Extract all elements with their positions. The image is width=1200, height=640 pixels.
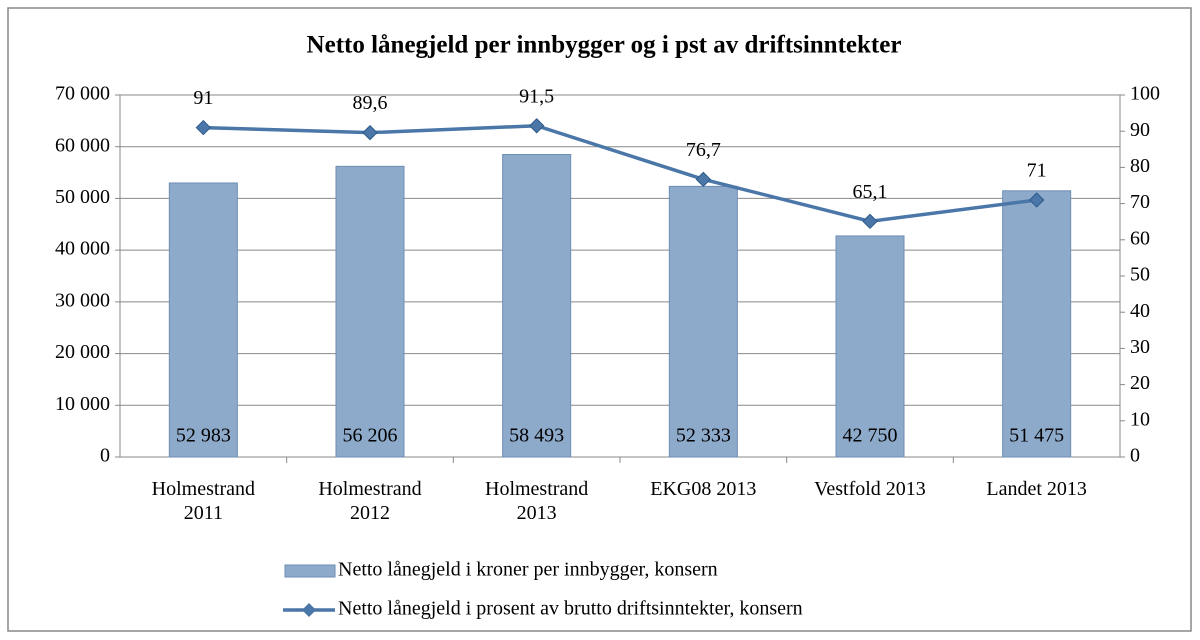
line xyxy=(203,124,1037,224)
line-value-label: 65,1 xyxy=(853,181,888,203)
x-tick-label: Landet 2013 xyxy=(986,478,1087,500)
y-tick-label: 0 xyxy=(100,445,110,467)
chart-title: Netto lånegjeld per innbygger og i pst a… xyxy=(307,32,902,59)
y2-tick-label: 40 xyxy=(1130,300,1150,322)
line-marker xyxy=(362,124,378,141)
line-value-label: 76,7 xyxy=(686,139,721,161)
y2-tick-label: 90 xyxy=(1130,119,1150,141)
y2-tick-label: 60 xyxy=(1130,227,1150,249)
y2-tick-label: 70 xyxy=(1130,191,1150,213)
y2-tick-label: 20 xyxy=(1130,372,1150,394)
line-marker xyxy=(528,118,545,134)
bar-value-label: 42 750 xyxy=(843,425,898,447)
bar xyxy=(835,235,905,458)
bar-value-label: 52 333 xyxy=(676,425,731,447)
y2-tick-label: 10 xyxy=(1130,408,1150,430)
bar xyxy=(168,182,238,458)
bar xyxy=(1002,190,1072,458)
line-value-label: 91,5 xyxy=(519,85,554,107)
x-tick-label: EKG08 2013 xyxy=(650,478,757,500)
y2-tick-label: 0 xyxy=(1130,445,1140,467)
y-tick-label: 70 000 xyxy=(55,83,110,105)
line-value-label: 91 xyxy=(193,87,213,109)
bar xyxy=(502,154,572,458)
x-tick-label: Holmestrand 2012 xyxy=(318,478,422,524)
bar xyxy=(335,165,405,458)
bar-value-label: 58 493 xyxy=(509,425,564,447)
y-tick-label: 50 000 xyxy=(55,186,110,208)
legend-swatch xyxy=(302,603,316,617)
legend-swatch xyxy=(284,564,336,578)
y2-tick-label: 50 xyxy=(1130,264,1150,286)
y-tick-label: 40 000 xyxy=(55,238,110,260)
x-tick-label: Holmestrand 2011 xyxy=(151,478,255,524)
line-marker xyxy=(862,213,878,230)
y-tick-label: 30 000 xyxy=(55,289,110,311)
x-tick-label: Vestfold 2013 xyxy=(814,478,926,500)
line-marker xyxy=(695,171,712,188)
line-marker xyxy=(1028,192,1045,208)
y-tick-label: 60 000 xyxy=(55,134,110,156)
bar xyxy=(668,185,738,458)
y2-tick-label: 100 xyxy=(1130,83,1160,105)
y-tick-label: 10 000 xyxy=(55,393,110,415)
x-tick-label: Holmestrand 2013 xyxy=(485,478,589,524)
y2-tick-label: 80 xyxy=(1130,155,1150,177)
line-value-label: 89,6 xyxy=(353,92,388,114)
line-marker xyxy=(195,119,212,136)
bar-value-label: 56 206 xyxy=(343,425,398,447)
y2-tick-label: 30 xyxy=(1130,336,1150,358)
legend-label: Netto lånegjeld i kroner per innbygger, … xyxy=(338,559,718,581)
bar-value-label: 51 475 xyxy=(1009,425,1064,447)
line-value-label: 71 xyxy=(1027,160,1047,182)
legend-label: Netto lånegjeld i prosent av brutto drif… xyxy=(338,598,803,620)
bar-value-label: 52 983 xyxy=(176,425,231,447)
y-tick-label: 20 000 xyxy=(55,341,110,363)
